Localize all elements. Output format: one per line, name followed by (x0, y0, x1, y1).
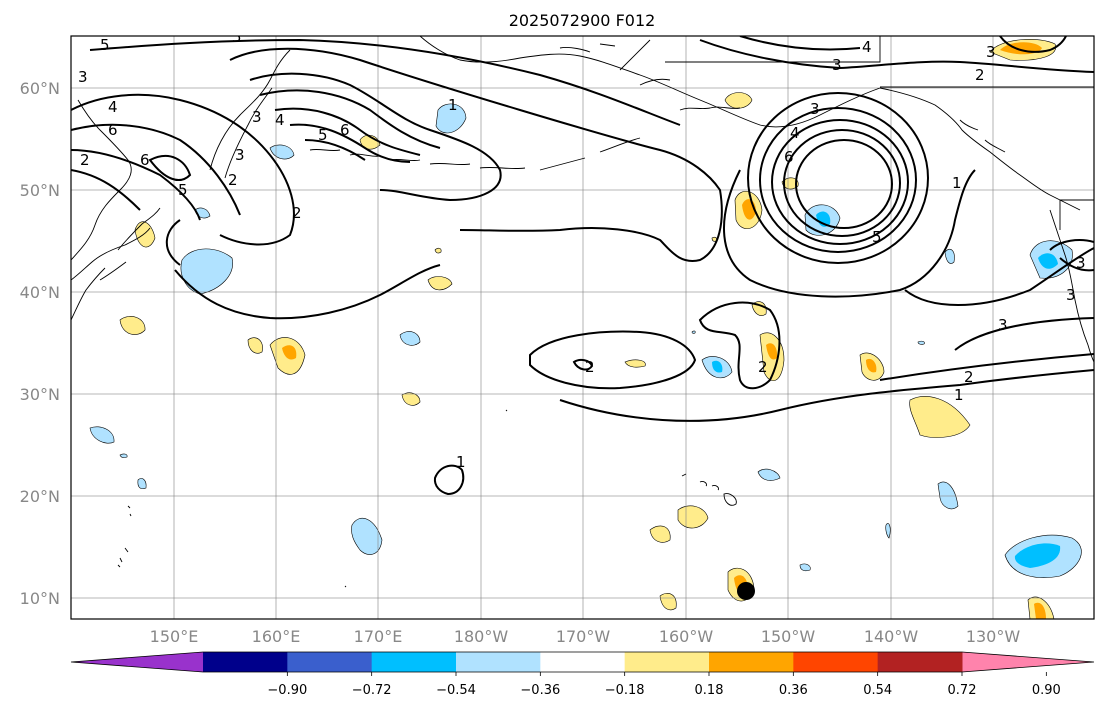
map-title: 2025072900 F012 (509, 11, 656, 30)
colorbar-segment (371, 652, 457, 672)
colorbar-tick-label: 0.90 (1032, 683, 1061, 698)
contour-labels: 5 5 4 3 3 6 6 4 5 1 6 5 2 3 4 2 3 4 3 6 … (78, 28, 1086, 471)
latitude-labels: 60°N 50°N 40°N 30°N 20°N 10°N (20, 79, 60, 608)
lon-label: 130°W (966, 627, 1021, 646)
colorbar-segment (793, 652, 879, 672)
colorbar-tick-label: 0.18 (695, 683, 724, 698)
positive-anomaly-patches (119, 39, 1057, 619)
contour-label: 5 (100, 36, 110, 54)
contour-label: 5 (872, 228, 882, 246)
colorbar-tick-label: −0.36 (520, 683, 560, 698)
colorbar-tick-label: −0.90 (267, 683, 307, 698)
contour-label: 4 (275, 111, 285, 129)
lon-label: 170°W (556, 627, 611, 646)
colorbar-tick-label: 0.72 (948, 683, 977, 698)
lon-label: 160°E (252, 627, 301, 646)
map-frame (70, 35, 1095, 620)
colorbar-segment (287, 652, 373, 672)
contour-label: 1 (448, 96, 458, 114)
contour-label: 2 (964, 368, 974, 386)
contour-label: 4 (862, 38, 872, 56)
contour-label: 2 (758, 358, 768, 376)
colorbar-segment (456, 652, 541, 672)
contour-label: 3 (832, 56, 842, 74)
lon-label: 160°W (659, 627, 714, 646)
coastlines (71, 36, 1094, 588)
contour-label: 2 (228, 171, 238, 189)
colorbar-tick-label: −0.18 (605, 683, 645, 698)
contour-label: 3 (78, 68, 88, 86)
lon-label: 170°E (354, 627, 403, 646)
colorbar-tick-label: 0.54 (863, 683, 892, 698)
lon-label: 150°E (150, 627, 199, 646)
contour-label: 1 (952, 174, 962, 192)
longitude-labels: 150°E 160°E 170°E 180°W 170°W 160°W 150°… (150, 627, 1021, 646)
colorbar-segment (709, 652, 794, 672)
lat-label: 30°N (20, 385, 60, 404)
contour-label: 5 (178, 181, 188, 199)
contour-label: 6 (140, 151, 150, 169)
contour-label: 6 (784, 148, 794, 166)
contour-label: 2 (292, 204, 302, 222)
colorbar-tick-label: −0.72 (352, 683, 392, 698)
lat-label: 20°N (20, 487, 60, 506)
colorbar-tick-label: −0.54 (436, 683, 476, 698)
colorbar-segment (877, 652, 963, 672)
contour-label: 1 (954, 386, 964, 404)
lat-label: 60°N (20, 79, 60, 98)
lat-label: 10°N (20, 589, 60, 608)
lon-label: 180°W (454, 627, 509, 646)
contour-label: 3 (252, 108, 262, 126)
colorbar-segment (203, 652, 288, 672)
lat-label: 40°N (20, 283, 60, 302)
contour-label: 3 (810, 100, 820, 118)
contour-label: 1 (456, 453, 466, 471)
position-marker (737, 582, 755, 600)
lon-label: 150°W (761, 627, 816, 646)
colorbar-outline (70, 651, 1095, 673)
contour-label: 6 (108, 121, 118, 139)
colorbar-tick-label: 0.36 (779, 683, 808, 698)
map-plot-area (71, 36, 1094, 619)
contour-label: 2 (975, 66, 985, 84)
lat-label: 50°N (20, 181, 60, 200)
contour-label: 4 (108, 98, 118, 116)
contour-label: 5 (232, 28, 242, 46)
contour-label: 3 (986, 43, 996, 61)
colorbar-segment (624, 652, 710, 672)
contour-lines (71, 36, 1094, 496)
colorbar-extend-high (962, 652, 1094, 672)
contour-label: 2 (585, 358, 595, 376)
contour-label: 6 (340, 121, 350, 139)
contour-label: 3 (235, 146, 245, 164)
colorbar-segment (540, 652, 626, 672)
contour-label: 3 (1066, 286, 1076, 304)
contour-label: 3 (998, 316, 1008, 334)
contour-label: 2 (80, 151, 90, 169)
map-gridlines (71, 36, 1094, 619)
contour-label: 5 (318, 126, 328, 144)
colorbar: −0.90 −0.72 −0.54 −0.36 −0.18 0.18 0.36 0.54 0.7… (70, 651, 1095, 698)
map-content: 5 5 4 3 3 6 6 4 5 1 6 5 2 3 4 2 3 4 3 6 … (71, 28, 1094, 619)
colorbar-extend-low (71, 652, 203, 672)
contour-label: 4 (790, 124, 800, 142)
contour-label: 3 (1076, 254, 1086, 272)
lon-label: 140°W (864, 627, 919, 646)
